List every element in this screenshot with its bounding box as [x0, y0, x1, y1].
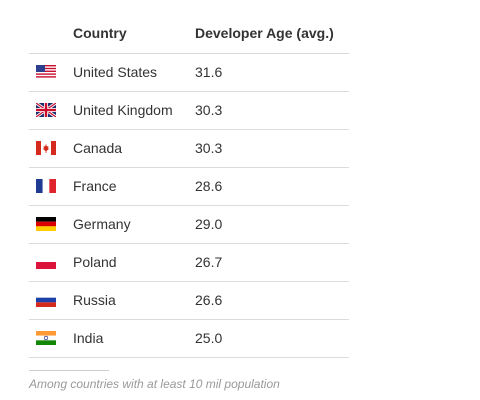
- table-row: United States 31.6: [29, 54, 349, 92]
- russia-flag-icon: [36, 293, 56, 307]
- age-value: 28.6: [195, 178, 223, 194]
- canada-flag-icon: [36, 141, 56, 155]
- age-value: 30.3: [195, 102, 223, 118]
- age-value: 26.6: [195, 292, 223, 308]
- table-row: Canada 30.3: [29, 130, 349, 168]
- germany-flag-icon: [36, 217, 56, 231]
- column-header-country: Country: [73, 25, 127, 41]
- country-name: Russia: [73, 292, 116, 308]
- country-name: India: [73, 330, 104, 346]
- table-row: Germany 29.0: [29, 206, 349, 244]
- column-header-age: Developer Age (avg.): [195, 25, 334, 41]
- country-name: United States: [73, 64, 158, 80]
- table-row: France 28.6: [29, 168, 349, 206]
- table-row: Poland 26.7: [29, 244, 349, 282]
- table-row: Russia 26.6: [29, 282, 349, 320]
- age-value: 30.3: [195, 140, 223, 156]
- india-flag-icon: [36, 331, 56, 345]
- country-name: Canada: [73, 140, 123, 156]
- age-value: 31.6: [195, 64, 223, 80]
- poland-flag-icon: [36, 255, 56, 269]
- table-row: United Kingdom 30.3: [29, 92, 349, 130]
- country-name: France: [73, 178, 117, 194]
- us-flag-icon: [36, 65, 56, 79]
- developer-age-table: Country Developer Age (avg.) United Stat…: [29, 15, 349, 358]
- age-value: 26.7: [195, 254, 223, 270]
- country-name: Germany: [73, 216, 131, 232]
- france-flag-icon: [36, 179, 56, 193]
- footnote-divider: [29, 370, 109, 371]
- table-header-row: Country Developer Age (avg.): [29, 15, 349, 54]
- footnote: Among countries with at least 10 mil pop…: [29, 377, 280, 391]
- country-name: United Kingdom: [73, 102, 173, 118]
- uk-flag-icon: [36, 103, 56, 117]
- age-value: 29.0: [195, 216, 223, 232]
- table-row: India 25.0: [29, 320, 349, 358]
- age-value: 25.0: [195, 330, 223, 346]
- country-name: Poland: [73, 254, 117, 270]
